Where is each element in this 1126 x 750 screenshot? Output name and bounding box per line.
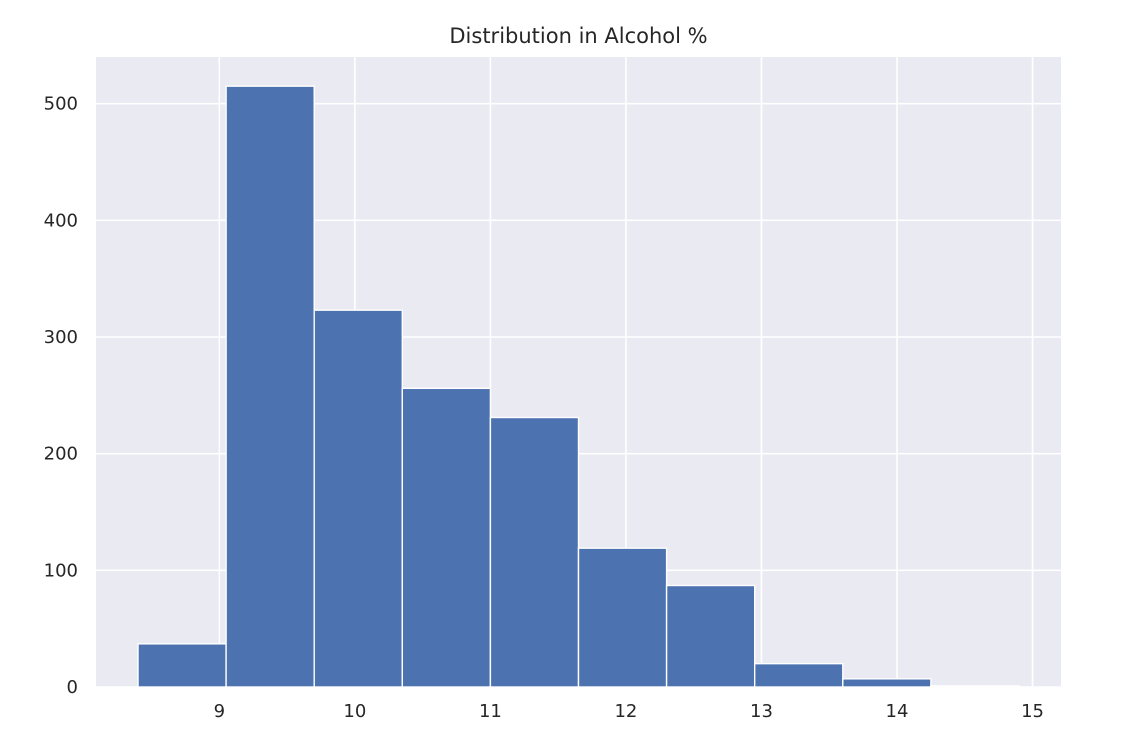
histogram-bar — [842, 678, 932, 688]
y-tick-label: 200 — [44, 444, 78, 465]
y-tick-label: 0 — [67, 677, 78, 698]
bars — [137, 85, 1020, 688]
histogram-bar — [665, 584, 756, 688]
histogram-bar — [753, 662, 844, 688]
x-tick-label: 14 — [886, 701, 909, 722]
histogram-bar — [137, 643, 227, 688]
y-tick-label: 100 — [44, 560, 78, 581]
histogram-bar — [401, 387, 492, 688]
x-tick-label: 15 — [1021, 701, 1044, 722]
tick-labels: 9 10 11 12 13 14 15 0 100 200 300 400 500 — [44, 94, 1044, 722]
x-tick-label: 12 — [614, 701, 637, 722]
x-tick-label: 9 — [214, 701, 225, 722]
x-tick-label: 10 — [343, 701, 366, 722]
histogram-bar — [930, 685, 1020, 688]
histogram-bar — [225, 85, 315, 688]
x-tick-label: 11 — [479, 701, 502, 722]
y-tick-label: 300 — [44, 327, 78, 348]
histogram-bar — [313, 309, 404, 688]
histogram-bar — [577, 547, 668, 688]
y-tick-label: 500 — [44, 94, 78, 115]
x-tick-label: 13 — [750, 701, 773, 722]
chart-title: Distribution in Alcohol % — [449, 24, 707, 48]
histogram-bar — [489, 416, 580, 688]
y-tick-label: 400 — [44, 210, 78, 231]
